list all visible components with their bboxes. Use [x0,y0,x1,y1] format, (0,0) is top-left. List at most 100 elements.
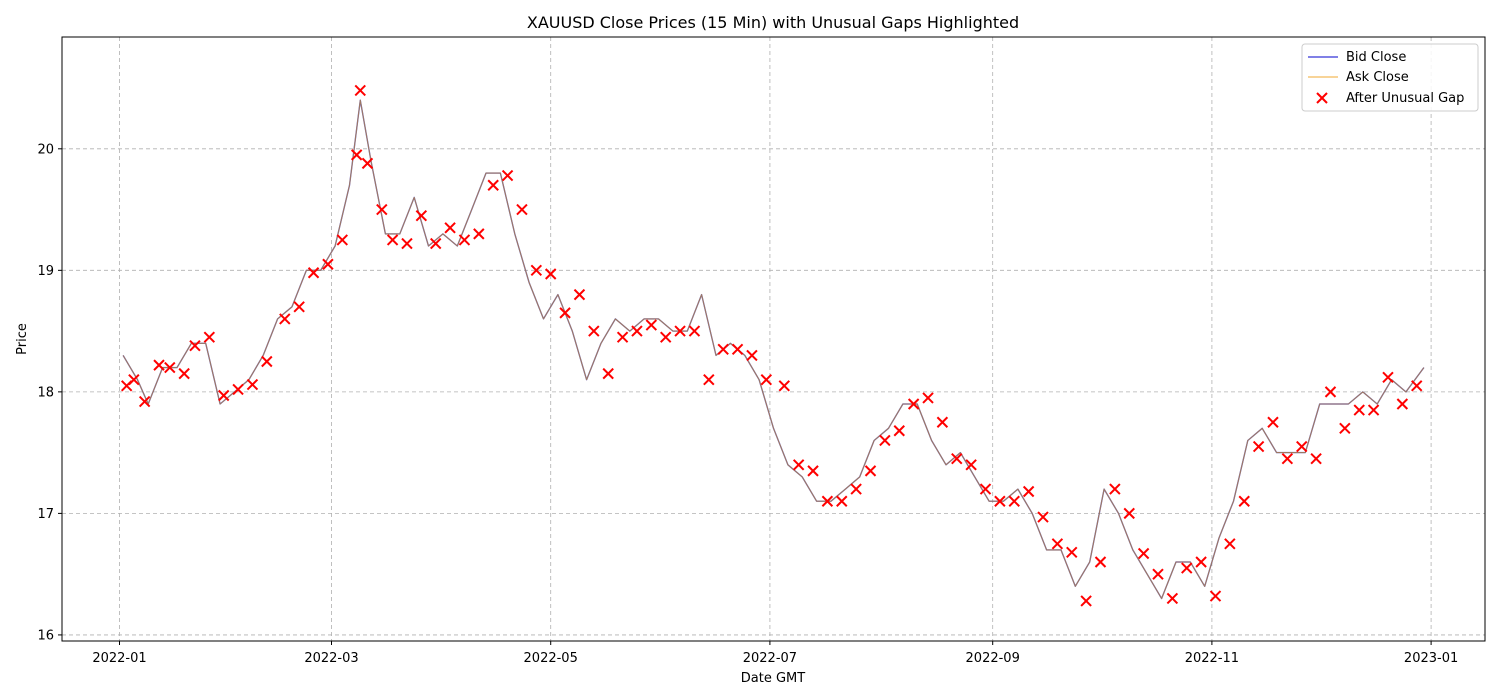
gap-marker-stroke [530,264,543,277]
plot-frame [61,36,1486,642]
gap-marker [1123,507,1135,520]
gap-marker [994,495,1006,507]
gap-marker-stroke [1411,380,1423,392]
gap-marker-stroke [979,483,992,495]
gap-marker-stroke [965,459,977,471]
gap-marker [688,325,701,337]
gap-marker-stroke [703,374,715,386]
gap-marker-stroke [1353,404,1365,416]
gap-marker [836,495,848,507]
gap-marker [1238,495,1250,507]
gap-marker [1281,452,1294,465]
gap-marker [128,374,140,386]
gap-marker [458,234,471,246]
gap-marker [386,234,399,246]
y-tick-label: 18 [37,385,54,400]
gap-marker [703,374,715,386]
legend-gap-marker [1316,92,1328,104]
gap-marker-stroke [573,288,586,301]
x-tick-label: 2022-03 [304,651,358,666]
gap-marker [1411,380,1423,392]
gap-marker [164,361,176,374]
gap-marker [645,319,658,331]
gap-marker [1181,562,1193,574]
gap-marker-stroke [376,203,388,216]
gap-marker [415,209,428,222]
gap-marker-stroke [559,307,571,319]
gap-marker-stroke [153,359,165,371]
gap-marker [1195,556,1207,568]
gap-marker [322,258,334,270]
gap-marker-stroke [731,343,744,356]
gap-marker-stroke [807,465,819,477]
gap-marker-stroke [246,378,259,391]
gap-marker-stroke [688,325,701,337]
gap-marker-stroke [1238,495,1250,507]
gap-marker [631,325,643,337]
gap-marker-stroke [1252,440,1265,453]
gap-marker [731,343,744,356]
gap-marker-stroke [217,389,230,402]
gap-marker-stroke [1022,485,1035,498]
gap-marker-stroke [487,179,499,191]
gap-marker-stroke [1281,452,1294,465]
gap-marker-stroke [516,203,528,216]
gap-marker-stroke [1209,590,1222,602]
gap-marker-stroke [631,325,643,337]
gap-marker [616,331,629,343]
gap-marker [178,367,190,380]
gap-marker [444,222,456,234]
gap-marker [361,157,374,170]
x-tick-label: 2022-07 [743,651,797,666]
gap-marker-stroke [415,209,428,222]
gap-marker [138,395,151,408]
gap-marker-stroke [616,331,629,343]
gap-marker-stroke [1382,371,1394,383]
gap-marker-stroke [778,380,790,392]
legend-gap-label: After Unusual Gap [1346,91,1464,106]
y-tick-label: 20 [37,142,54,157]
gap-marker-stroke [1037,511,1049,523]
gap-marker-stroke [307,267,320,279]
gap-marker-stroke [322,258,334,270]
gap-marker [354,84,366,97]
gap-marker-stroke [1367,404,1380,416]
gap-marker [979,483,992,495]
gap-marker-stroke [128,374,140,386]
y-tick-label: 17 [37,507,54,522]
x-tick-label: 2023-01 [1404,651,1458,666]
gap-marker-stroke [354,84,366,97]
gap-marker-stroke [1224,538,1236,550]
gap-marker-stroke [1109,483,1121,495]
gap-marker-stroke [1310,452,1322,465]
gap-marker [864,465,877,477]
gap-marker-stroke [1339,422,1351,435]
gap-marker-stroke [821,495,834,507]
gap-marker-stroke [1008,495,1020,507]
legend: Bid Close Ask Close After Unusual Gap [1301,43,1479,112]
gap-marker [965,459,977,471]
gap-marker-stroke [936,416,949,428]
gap-marker [1267,416,1279,428]
gap-marker-stroke [922,392,934,404]
gap-marker-stroke [501,169,514,182]
gap-marker-stroke [1137,547,1150,560]
gap-marker [203,331,216,343]
gap-marker [717,343,729,356]
gap-marker [307,267,320,279]
gap-marker-stroke [836,495,848,507]
x-axis-label: Date GMT [741,671,805,686]
gap-marker [350,149,363,161]
gap-marker-stroke [1181,562,1193,574]
x-tick-label: 2022-11 [1185,651,1239,666]
gap-marker-stroke [386,234,399,246]
gap-marker [153,359,165,371]
gap-marker [430,237,442,250]
gap-marker [293,301,305,313]
gap-marker-stroke [401,237,413,250]
gap-marker-stroke [430,237,442,250]
gap-marker [821,495,834,507]
gap-marker [778,380,790,392]
